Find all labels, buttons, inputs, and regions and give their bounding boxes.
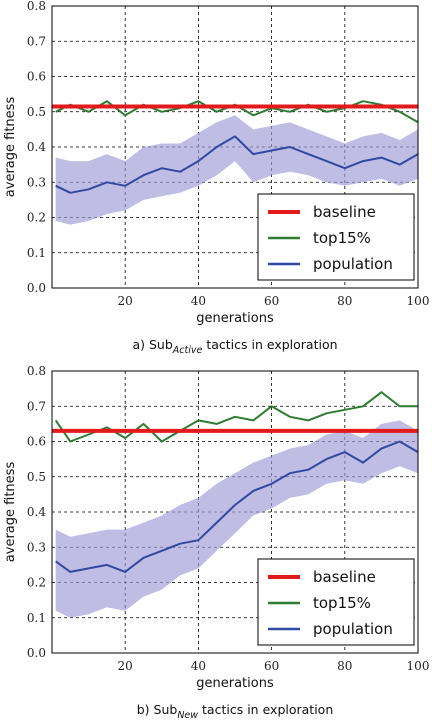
caption-prefix: a) Sub — [132, 337, 172, 352]
legend-label: top15% — [313, 229, 371, 247]
chart-b: 0.0 0.1 0.2 0.3 0.4 0.5 0.6 0.7 0.8 20 40 60 80 100 ge… — [3, 365, 430, 721]
y-tick-label: 0.8 — [27, 0, 46, 13]
caption-subscript: Active — [172, 345, 203, 356]
legend-label: population — [313, 255, 393, 273]
legend-label: population — [313, 620, 393, 638]
figure-caption: a) SubActive tactics in exploration — [132, 337, 337, 356]
caption-suffix: tactics in exploration — [202, 337, 337, 352]
y-tick-label: 0.7 — [27, 399, 46, 413]
plot-frame — [51, 370, 419, 654]
series-line-population — [55, 440, 419, 573]
x-tick-label: 100 — [407, 294, 430, 308]
y-tick-label: 0.1 — [27, 611, 46, 625]
y-tick-label: 0.7 — [27, 34, 46, 48]
legend: baseline top15% population — [257, 558, 415, 646]
x-axis-label: generations — [196, 676, 274, 691]
legend-label: top15% — [313, 594, 371, 612]
caption-suffix: tactics in exploration — [198, 702, 333, 717]
x-tick-label: 40 — [191, 294, 206, 308]
plot-frame — [51, 5, 419, 289]
legend-label: baseline — [313, 568, 376, 586]
y-tick-label: 0.3 — [27, 175, 46, 189]
y-axis-label: average fitness — [3, 462, 18, 563]
chart-a: 0.0 0.1 0.2 0.3 0.4 0.5 0.6 0.7 0.8 20 40 60 80 100 ge… — [3, 0, 430, 356]
series-line-population — [55, 135, 419, 194]
caption-subscript: New — [177, 710, 198, 721]
y-tick-label: 0.5 — [27, 105, 46, 119]
y-tick-label: 0.4 — [27, 505, 46, 519]
y-tick-label: 0.1 — [27, 246, 46, 260]
population-confidence-band — [55, 115, 418, 225]
x-tick-label: 20 — [118, 294, 133, 308]
figure-caption: b) SubNew tactics in exploration — [137, 702, 334, 721]
y-tick-label: 0.3 — [27, 540, 46, 554]
x-tick-label: 60 — [264, 659, 279, 673]
population-confidence-band — [55, 420, 418, 618]
x-tick-label: 20 — [118, 659, 133, 673]
x-tick-label: 100 — [407, 659, 430, 673]
y-tick-label: 0.6 — [27, 435, 46, 449]
y-axis-label: average fitness — [3, 97, 18, 198]
x-axis-label: generations — [196, 311, 274, 326]
y-tick-label: 0.2 — [27, 211, 46, 225]
y-tick-label: 0.4 — [27, 140, 46, 154]
x-tick-label: 40 — [191, 659, 206, 673]
y-tick-label: 0.2 — [27, 576, 46, 590]
legend-label: baseline — [313, 203, 376, 221]
y-tick-label: 0.5 — [27, 470, 46, 484]
x-tick-label: 80 — [337, 659, 352, 673]
series-line-top15 — [54, 391, 418, 443]
x-tick-label: 80 — [337, 294, 352, 308]
caption-prefix: b) Sub — [137, 702, 178, 717]
y-tick-label: 0.0 — [27, 281, 46, 295]
y-tick-label: 0.6 — [27, 70, 46, 84]
legend: baseline top15% population — [257, 193, 415, 281]
y-tick-label: 0.8 — [27, 365, 46, 378]
y-tick-label: 0.0 — [27, 646, 46, 660]
x-tick-label: 60 — [264, 294, 279, 308]
